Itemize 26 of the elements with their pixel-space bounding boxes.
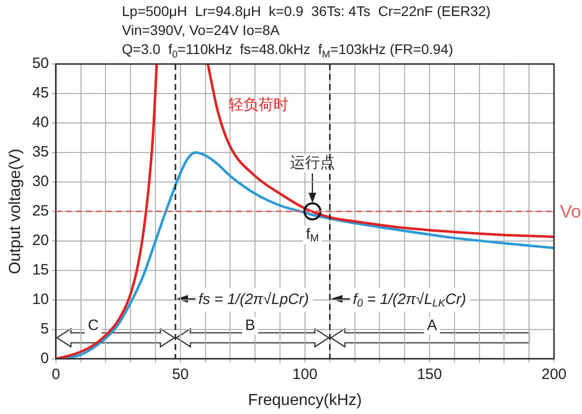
y-tick-label: 5 [40,320,49,338]
y-tick-label: 15 [32,262,49,278]
annotation: B [245,316,256,334]
y-tick-label: 45 [32,84,49,102]
y-tick-label: 0 [40,350,49,367]
x-tick-label: 50 [172,366,189,383]
text: Lp=500μH Lr=94.8μH k=0.9 36Ts: 4Ts Cr=22nF (EER32) [122,3,491,19]
y-tick-label: 40 [32,114,49,132]
y-tick-label: 50 [32,55,49,72]
text: Vin=390V, Vo=24V Io=8A [122,22,280,38]
x-tick-label: 150 [416,366,442,383]
x-tick-label: 200 [541,366,567,383]
y-tick-label: 25 [32,202,49,220]
series-label: 轻负荷时 [228,96,289,114]
y-axis-title: Output voltage(V) [7,148,24,274]
x-tick-label: 0 [52,366,60,383]
x-axis-title: Frequency(kHz) [248,392,362,409]
annotation: A [426,316,437,334]
annotation: C [88,316,99,334]
y-tick-label: 30 [32,173,49,190]
y-tick-label: 10 [32,290,49,308]
ref-line-label: Vo [560,201,582,222]
x-tick-label: 100 [292,366,318,383]
y-tick-label: 20 [32,232,49,250]
annotation: fs = 1/(2π√LpCr) [198,291,309,308]
y-tick-label: 35 [32,144,49,161]
